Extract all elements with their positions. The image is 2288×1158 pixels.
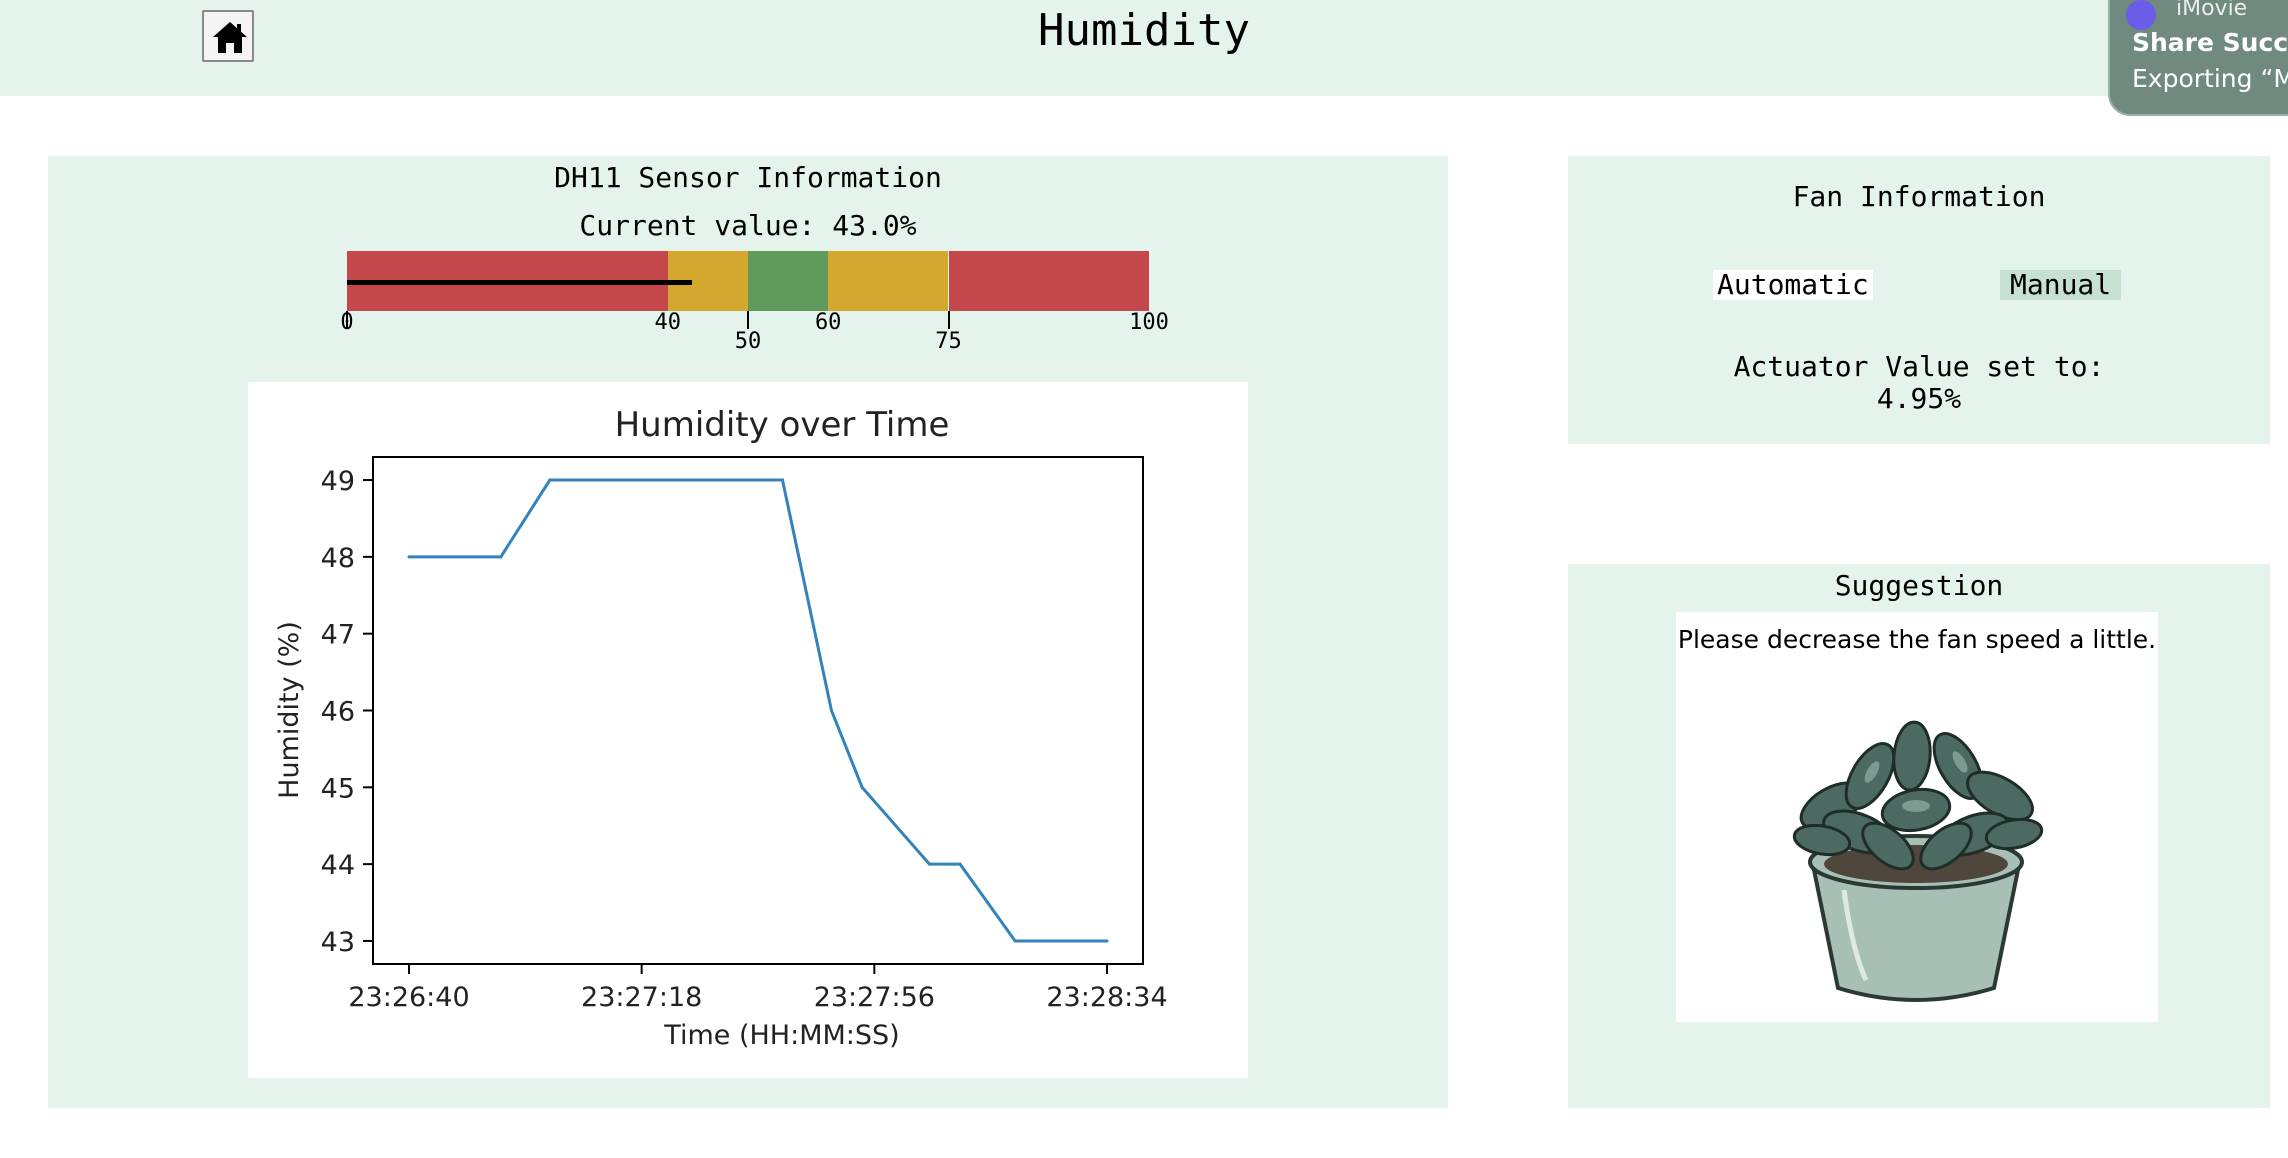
y-tick-label: 47 xyxy=(321,620,355,651)
notification-title: Share Succe xyxy=(2132,28,2288,57)
data-point xyxy=(780,478,784,482)
suggestion-title: Suggestion xyxy=(1834,569,2004,602)
gauge-tick xyxy=(747,311,749,329)
humidity-gauge xyxy=(347,251,1149,311)
data-point xyxy=(640,478,644,482)
data-point xyxy=(407,555,411,559)
actuator-label: Actuator Value set to: xyxy=(1733,350,2105,383)
gauge-tick-label: 40 xyxy=(654,310,682,335)
chart-svg: Humidity over Time 43 44 45 46 47 48 49 23:26:… xyxy=(274,405,1168,1051)
suggestion-card: Please decrease the fan speed a little. xyxy=(1676,612,2158,1022)
top-bar xyxy=(0,0,2288,96)
x-tick-label: 23:27:56 xyxy=(814,982,935,1013)
humidity-chart: Humidity over Time 43 44 45 46 47 48 49 23:26:… xyxy=(248,382,1248,1078)
actuator-value: 4.95% xyxy=(1876,382,1962,415)
suggestion-text: Please decrease the fan speed a little. xyxy=(1677,625,2157,654)
sensor-title: DH11 Sensor Information xyxy=(554,161,942,194)
fan-title: Fan Information xyxy=(1792,180,2046,213)
gauge-tick-label: 60 xyxy=(814,310,842,335)
home-icon xyxy=(213,22,247,53)
plot-frame xyxy=(372,456,1144,965)
current-value: 43.0% xyxy=(832,209,917,242)
chart-title: Humidity over Time xyxy=(615,405,950,445)
y-tick-label: 49 xyxy=(321,466,355,497)
gauge-value-bar xyxy=(347,280,692,285)
automatic-button[interactable]: Automatic xyxy=(1713,270,1873,300)
gauge-tick xyxy=(947,311,950,329)
gauge-zone xyxy=(748,251,829,311)
y-tick-label: 43 xyxy=(321,927,355,958)
x-tick-label: 23:26:40 xyxy=(348,982,469,1013)
data-point xyxy=(1013,939,1017,943)
data-point xyxy=(860,785,864,789)
y-tick-label: 46 xyxy=(321,697,355,728)
manual-button[interactable]: Manual xyxy=(2000,270,2122,300)
imovie-icon xyxy=(2126,0,2156,30)
page-title: Humidity xyxy=(1038,5,1250,56)
current-value-label: Current value: xyxy=(579,209,816,242)
gauge-tick-label: 100 xyxy=(1129,310,1169,335)
gauge-tick xyxy=(346,311,348,329)
gauge-zone xyxy=(948,251,1149,311)
y-tick-label: 48 xyxy=(321,543,355,574)
system-notification[interactable]: iMovie Share Succe Exporting “M xyxy=(2108,0,2288,116)
current-value-line: Current value: 43.0% xyxy=(48,206,1448,246)
data-point xyxy=(829,709,833,712)
data-point xyxy=(499,555,503,559)
fan-panel xyxy=(1568,156,2270,444)
gauge-zone xyxy=(828,251,949,311)
gauge-tick-label: 50 xyxy=(734,329,762,354)
y-axis-label: Humidity (%) xyxy=(274,621,305,799)
series-line xyxy=(409,478,1107,943)
data-point xyxy=(548,478,552,482)
data-point xyxy=(1105,939,1109,943)
gauge-tick-label: 0 xyxy=(340,310,354,335)
x-tick-label: 23:28:34 xyxy=(1046,982,1167,1013)
data-point xyxy=(958,862,962,866)
y-tick-label: 44 xyxy=(321,850,355,881)
notification-app-name: iMovie xyxy=(2176,0,2248,21)
potted-plant-icon xyxy=(1792,720,2044,1002)
y-tick-label: 45 xyxy=(321,773,355,804)
home-button[interactable] xyxy=(202,10,254,62)
x-axis-label: Time (HH:MM:SS) xyxy=(663,1020,899,1051)
data-point xyxy=(927,862,931,866)
gauge-tick-label: 75 xyxy=(935,329,962,354)
notification-body: Exporting “M xyxy=(2132,64,2288,93)
x-tick-label: 23:27:18 xyxy=(581,982,702,1013)
